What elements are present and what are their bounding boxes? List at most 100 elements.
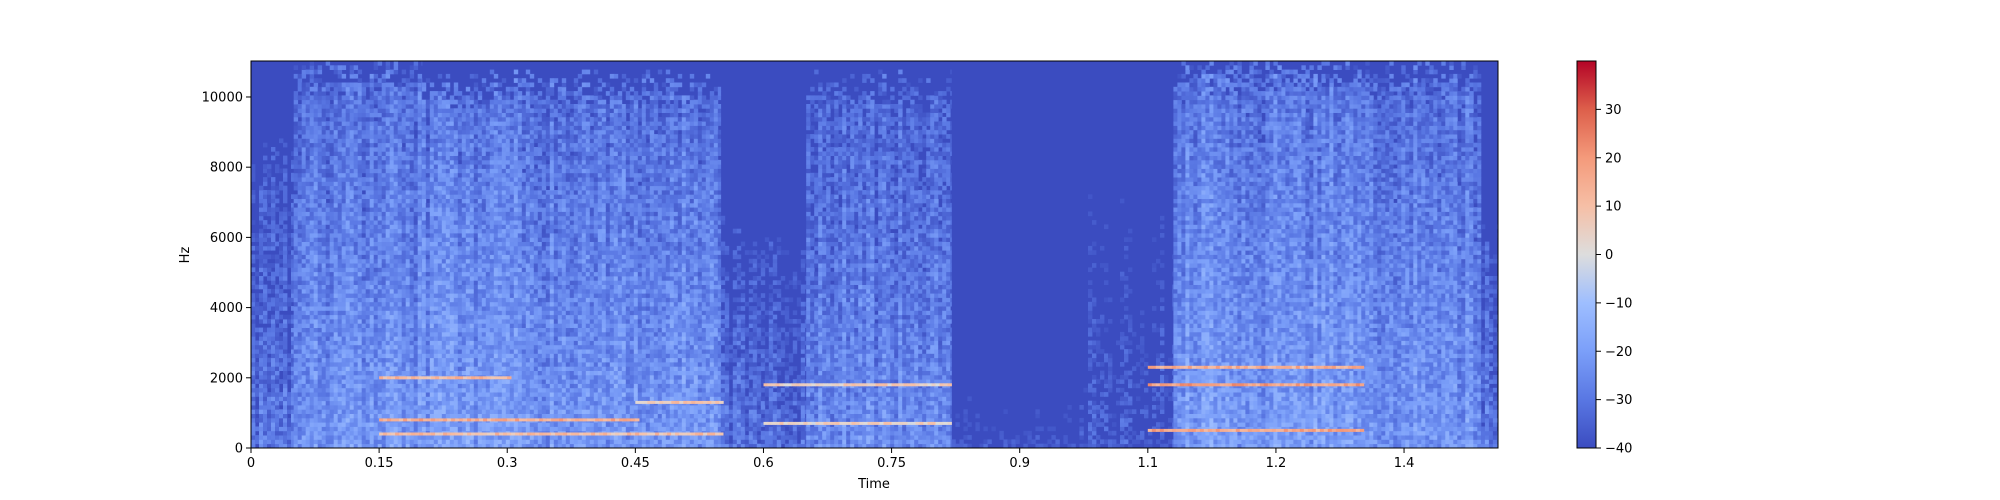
heatmap-cell: [297, 233, 303, 238]
heatmap-cell: [497, 306, 503, 311]
heatmap-cell: [489, 400, 495, 406]
heatmap-cell: [377, 194, 383, 199]
heatmap-cell: [409, 181, 415, 187]
heatmap-cell: [385, 65, 391, 70]
heatmap-cell: [283, 267, 288, 273]
heatmap-cell: [369, 185, 375, 191]
heatmap-cell: [465, 297, 471, 303]
heatmap-cell: [401, 202, 407, 208]
heatmap-cell: [457, 435, 463, 440]
heatmap-cell: [437, 349, 443, 354]
heatmap-cell: [297, 331, 303, 337]
heatmap-cell: [263, 198, 268, 204]
heatmap-cell: [357, 271, 363, 277]
heatmap-cell: [421, 215, 427, 221]
heatmap-cell: [405, 237, 411, 242]
heatmap-cell: [433, 104, 439, 109]
heatmap-cell: [325, 207, 331, 212]
heatmap-cell: [381, 301, 387, 307]
heatmap-cell: [393, 349, 399, 354]
heatmap-cell: [409, 426, 415, 432]
heatmap-cell: [329, 319, 335, 324]
heatmap-cell: [377, 357, 383, 363]
heatmap-cell: [433, 91, 439, 96]
heatmap-cell: [357, 284, 363, 290]
heatmap-cell: [373, 112, 379, 118]
heatmap-cell: [321, 134, 327, 139]
heatmap-cell: [333, 121, 339, 126]
heatmap-cell: [279, 301, 284, 307]
heatmap-cell: [389, 254, 395, 260]
heatmap-cell: [473, 168, 479, 174]
heatmap-cell: [449, 147, 455, 152]
heatmap-cell: [361, 362, 367, 367]
heatmap-cell: [421, 284, 427, 290]
heatmap-cell: [385, 344, 391, 350]
heatmap-cell: [445, 396, 451, 402]
heatmap-cell: [341, 258, 347, 264]
heatmap-cell: [389, 228, 395, 234]
heatmap-cell: [469, 237, 475, 242]
heatmap-cell: [481, 370, 487, 376]
heatmap-cell: [493, 258, 499, 264]
heatmap-cell: [465, 340, 471, 346]
heatmap-cell: [393, 91, 399, 96]
heatmap-cell: [493, 254, 499, 260]
heatmap-cell: [267, 288, 272, 294]
heatmap-cell: [333, 422, 339, 427]
heatmap-cell: [305, 323, 311, 328]
heatmap-cell: [473, 357, 479, 363]
heatmap-cell: [313, 224, 319, 230]
heatmap-cell: [275, 151, 280, 156]
heatmap-cell: [401, 435, 407, 440]
heatmap-cell: [409, 336, 415, 341]
heatmap-cell: [381, 254, 387, 260]
heatmap-cell: [345, 241, 351, 247]
heatmap-cell: [461, 413, 467, 419]
heatmap-cell: [313, 314, 319, 320]
heatmap-cell: [385, 125, 391, 131]
heatmap-cell: [345, 374, 351, 380]
heatmap-cell: [369, 426, 375, 432]
heatmap-cell: [441, 319, 447, 324]
heatmap-cell: [377, 280, 383, 285]
heatmap-cell: [417, 263, 423, 268]
heatmap-cell: [457, 409, 463, 414]
heatmap-cell: [317, 327, 323, 333]
heatmap-cell: [321, 288, 327, 294]
heatmap-cell: [341, 181, 347, 187]
heatmap-cell: [337, 263, 343, 268]
heatmap-cell: [401, 164, 407, 169]
heatmap-cell: [345, 91, 351, 96]
heatmap-cell: [255, 353, 260, 359]
heatmap-cell: [485, 220, 491, 225]
heatmap-cell: [365, 190, 371, 195]
heatmap-cell: [493, 194, 499, 199]
heatmap-cell: [457, 211, 463, 217]
heatmap-cell: [477, 164, 483, 169]
heatmap-cell: [305, 383, 311, 389]
heatmap-cell: [345, 319, 351, 324]
heatmap-cell: [349, 177, 355, 182]
heatmap-cell: [345, 379, 351, 384]
heatmap-cell: [365, 383, 371, 389]
heatmap-cell: [275, 366, 280, 371]
heatmap-cell: [313, 241, 319, 247]
heatmap-cell: [473, 319, 479, 324]
heatmap-cell: [477, 177, 483, 182]
heatmap-cell: [485, 198, 491, 204]
heatmap-cell: [441, 349, 447, 354]
heatmap-cell: [381, 241, 387, 247]
heatmap-cell: [341, 125, 347, 131]
heatmap-cell: [341, 340, 347, 346]
heatmap-cell: [449, 336, 455, 341]
heatmap-cell: [279, 138, 284, 144]
heatmap-cell: [489, 207, 495, 212]
heatmap-cell: [481, 177, 487, 182]
heatmap-cell: [341, 409, 347, 414]
heatmap-cell: [293, 426, 299, 432]
heatmap-cell: [321, 357, 327, 363]
heatmap-cell: [369, 207, 375, 212]
heatmap-cell: [405, 121, 411, 126]
heatmap-cell: [481, 422, 487, 427]
